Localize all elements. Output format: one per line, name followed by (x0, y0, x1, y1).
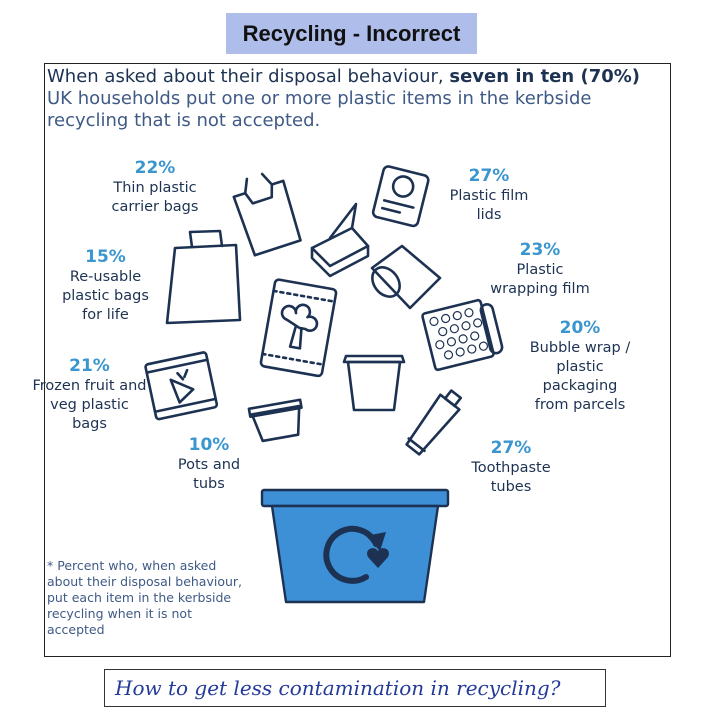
stat-label: Bubble wrap / plastic packaging from par… (529, 340, 631, 413)
stat-bags-for-life: 15% Re-usable plastic bags for life (58, 247, 153, 325)
stat-label: Re-usable plastic bags for life (62, 269, 149, 323)
headline-text: When asked about their disposal behaviou… (47, 66, 647, 132)
stat-label: Plastic film lids (449, 188, 529, 223)
stat-percent: 21% (69, 356, 110, 376)
carrier-bag-icon (232, 172, 302, 257)
bubble-wrap-icon (421, 298, 504, 372)
stat-percent: 27% (468, 166, 510, 186)
stat-frozen-veg-bags: 21% Frozen fruit and veg plastic bags (32, 356, 147, 434)
stat-toothpaste-tubes: 27% Toothpaste tubes (465, 438, 557, 497)
wrapping-film-roll-icon (370, 244, 442, 310)
film-lid-tray-icon (371, 165, 430, 228)
headline-bold: seven in ten (70%) (449, 66, 641, 87)
stat-label: Thin plastic carrier bags (111, 180, 199, 215)
frozen-veg-bag-icon (144, 351, 219, 421)
stat-label: Toothpaste tubes (471, 460, 551, 495)
stat-wrapping-film: 23% Plastic wrapping film (485, 240, 595, 299)
stat-film-lids: 27% Plastic film lids (444, 166, 534, 225)
stat-percent: 20% (559, 318, 601, 338)
stat-bubble-wrap: 20% Bubble wrap / plastic packaging from… (524, 318, 636, 415)
stat-percent: 10% (188, 435, 230, 455)
sandwich-box-icon (310, 202, 370, 278)
footnote: * Percent who, when asked about their di… (47, 558, 243, 637)
yoghurt-pot-icon (247, 398, 303, 443)
stat-carrier-bags: 22% Thin plastic carrier bags (100, 158, 210, 217)
slide-title: Recycling - Incorrect (226, 13, 477, 54)
stat-percent: 27% (490, 438, 532, 458)
question-caption: How to get less contamination in recycli… (104, 669, 606, 707)
stat-label: Pots and tubs (177, 457, 241, 492)
recycling-bin-icon (260, 488, 450, 604)
stat-percent: 23% (519, 240, 561, 260)
vegetable-bag-icon (259, 278, 338, 378)
stat-label: Frozen fruit and veg plastic bags (32, 378, 147, 432)
bag-for-life-icon (165, 229, 242, 325)
stat-percent: 15% (85, 247, 126, 267)
plastic-cup-icon (342, 354, 406, 412)
stat-percent: 22% (134, 158, 176, 178)
toothpaste-tube-icon (405, 389, 463, 456)
stat-pots-tubs: 10% Pots and tubs (173, 435, 245, 494)
stat-label: Plastic wrapping film (490, 262, 590, 297)
headline-part-2: UK households put one or more plastic it… (47, 88, 592, 131)
headline-part-1: When asked about their disposal behaviou… (47, 66, 450, 87)
